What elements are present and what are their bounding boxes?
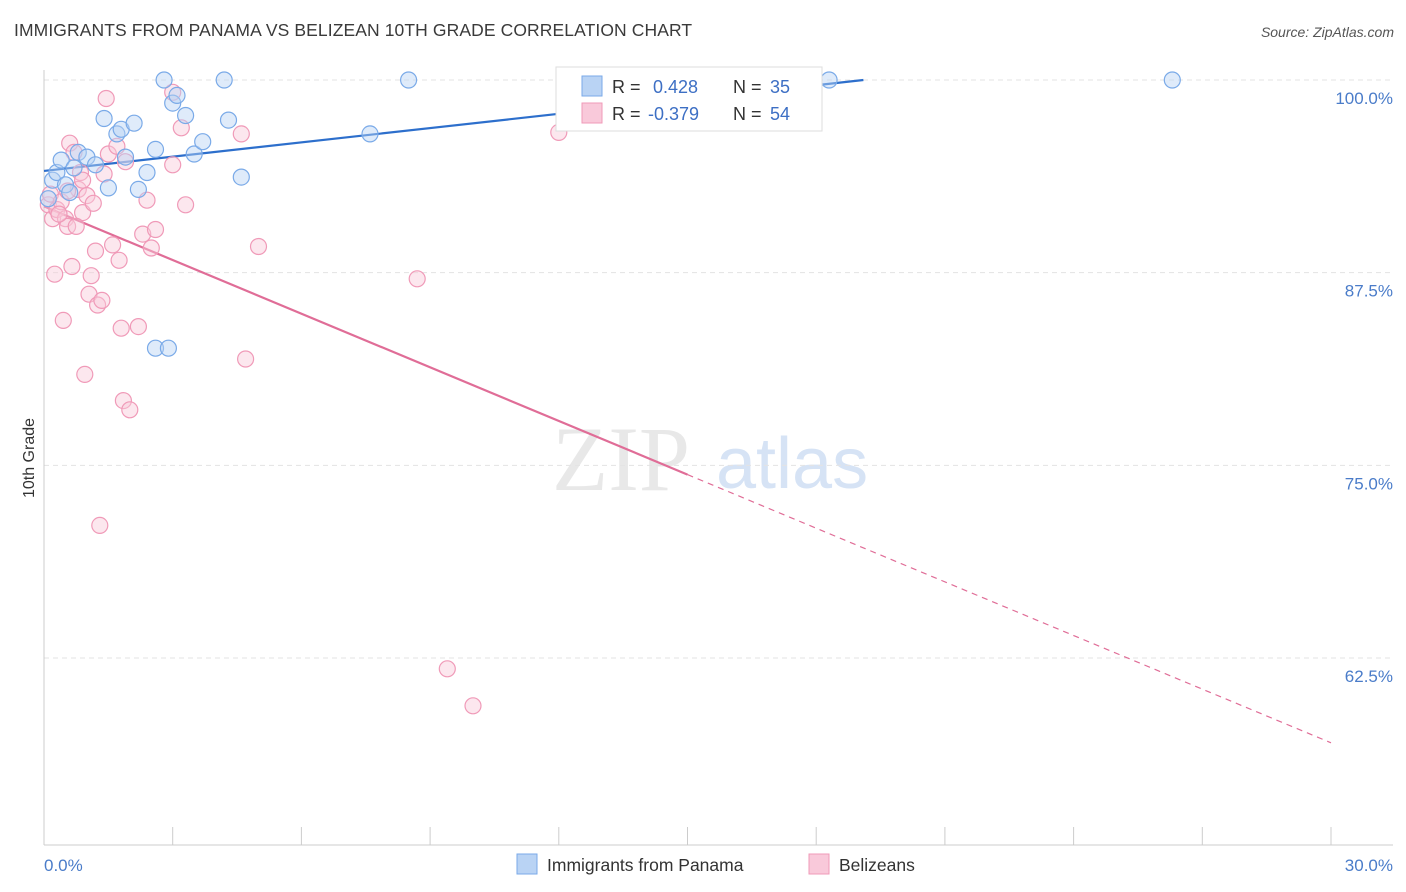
point-panama	[155, 71, 173, 89]
point-panama	[95, 109, 113, 128]
point-belize	[146, 220, 165, 239]
point-belize	[464, 697, 482, 715]
point-panama	[820, 71, 838, 89]
point-belize	[112, 319, 130, 337]
chart-title: IMMIGRANTS FROM PANAMA VS BELIZEAN 10TH …	[14, 20, 693, 40]
point-panama	[177, 106, 195, 125]
point-panama	[194, 133, 212, 151]
legend-n-label-2: N =	[733, 104, 762, 124]
point-belize	[86, 242, 105, 260]
point-belize	[110, 251, 128, 269]
point-belize	[67, 217, 85, 235]
point-belize	[82, 267, 100, 285]
point-belize	[95, 165, 113, 183]
legend-r-value-1: 0.428	[648, 77, 698, 97]
y-tick-label: 75.0%	[1345, 474, 1393, 493]
bottom-legend: Immigrants from Panama Belizeans	[516, 853, 915, 875]
point-belize	[114, 392, 133, 410]
point-panama	[138, 163, 156, 182]
grid	[44, 79, 1393, 659]
point-belize	[142, 239, 160, 257]
point-panama	[52, 151, 70, 169]
y-axis-title: 10th Grade	[21, 418, 38, 498]
point-belize	[134, 225, 152, 243]
point-belize	[97, 89, 115, 108]
point-panama	[99, 179, 118, 197]
legend-swatch-belize	[581, 102, 603, 124]
legend-r-label-2: R =	[612, 104, 641, 124]
point-belize	[46, 265, 64, 283]
point-belize	[232, 125, 250, 143]
point-panama	[215, 71, 233, 89]
point-belize	[237, 350, 255, 368]
point-belize	[54, 311, 72, 329]
legend-r-value-2: -0.379	[648, 104, 699, 124]
point-panama	[125, 114, 143, 132]
point-panama	[69, 143, 87, 161]
bottom-legend-swatch-belize	[808, 853, 830, 875]
point-belize	[177, 196, 195, 214]
point-panama	[400, 71, 418, 89]
point-belize	[249, 237, 268, 256]
point-panama	[65, 159, 83, 177]
point-belize	[73, 171, 92, 189]
point-belize	[91, 516, 109, 535]
chart-source: Source: ZipAtlas.com	[1260, 24, 1394, 40]
legend-n-value-2: 54	[770, 104, 790, 124]
point-panama	[129, 180, 147, 198]
point-panama	[146, 140, 165, 158]
legend-swatch-panama	[581, 75, 603, 97]
data-points	[39, 71, 1181, 715]
legend-r-label-1: R =	[612, 77, 641, 97]
point-belize	[408, 270, 426, 288]
point-panama	[219, 111, 238, 129]
point-panama	[232, 168, 250, 186]
point-belize	[93, 291, 111, 309]
y-tick-label: 100.0%	[1335, 89, 1393, 108]
watermark-zip: ZIP	[552, 408, 690, 510]
legend-n-value-1: 35	[770, 77, 790, 97]
point-panama	[1163, 71, 1181, 89]
point-panama	[146, 339, 165, 357]
y-tick-label: 87.5%	[1345, 282, 1393, 301]
watermark: ZIP atlas	[552, 408, 868, 510]
point-belize	[76, 365, 94, 383]
x-tick-label: 30.0%	[1345, 856, 1393, 875]
point-belize	[61, 134, 79, 152]
trend-line-solid-belize	[43, 205, 688, 476]
point-panama	[116, 148, 135, 166]
trend-line-dashed-belize	[687, 474, 1332, 744]
point-belize	[116, 153, 135, 171]
bottom-legend-label-panama: Immigrants from Panama	[547, 855, 744, 875]
y-tick-label: 62.5%	[1345, 667, 1393, 686]
point-belize	[103, 236, 122, 254]
point-panama	[168, 86, 186, 105]
point-panama	[159, 339, 177, 357]
watermark-atlas: atlas	[716, 424, 868, 504]
point-belize	[84, 194, 102, 212]
stats-legend: R = 0.428 N = 35 R = -0.379 N = 54	[555, 66, 823, 132]
point-belize	[121, 401, 139, 419]
point-belize	[164, 156, 182, 174]
point-belize	[129, 318, 147, 336]
bottom-legend-label-belize: Belizeans	[839, 855, 915, 875]
bottom-legend-swatch-panama	[516, 853, 538, 875]
point-panama	[185, 145, 203, 163]
point-panama	[61, 183, 79, 202]
legend-n-label-1: N =	[733, 77, 762, 97]
point-panama	[361, 125, 379, 143]
point-belize	[438, 660, 456, 678]
point-belize	[63, 257, 81, 276]
point-belize	[50, 205, 68, 223]
x-tick-label: 0.0%	[44, 856, 83, 875]
point-panama	[86, 156, 105, 174]
point-panama	[39, 190, 57, 208]
